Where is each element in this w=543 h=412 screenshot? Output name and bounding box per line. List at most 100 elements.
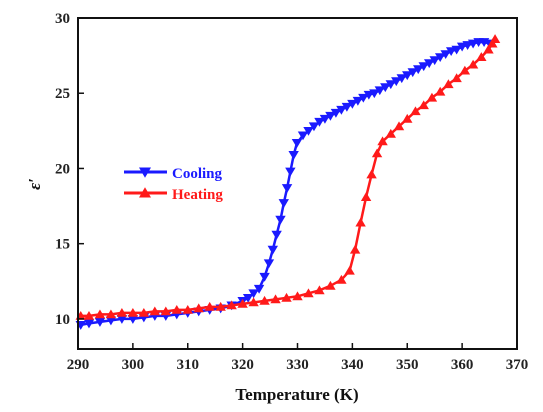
series-cooling-point bbox=[341, 102, 353, 112]
series-heating-point bbox=[336, 274, 347, 284]
x-tick-label: 290 bbox=[67, 357, 90, 373]
series-cooling-point bbox=[380, 83, 391, 93]
series-heating-point bbox=[476, 52, 487, 62]
plot-layer bbox=[75, 34, 501, 330]
series-cooling-point bbox=[94, 318, 106, 327]
series-heating-point bbox=[489, 34, 501, 43]
x-tick-label: 340 bbox=[341, 357, 364, 373]
series-heating-point bbox=[385, 128, 396, 138]
series-heating-point bbox=[443, 79, 454, 89]
series-heating-point bbox=[94, 309, 106, 319]
series-cooling-point bbox=[127, 315, 139, 324]
y-tick-label: 20 bbox=[55, 161, 70, 177]
x-axis-title: Temperature (K) bbox=[235, 385, 358, 404]
series-cooling-point bbox=[275, 215, 286, 225]
x-tick-label: 310 bbox=[177, 357, 200, 373]
series-cooling-point bbox=[242, 293, 254, 303]
series-cooling-point bbox=[413, 65, 424, 75]
series-heating-point bbox=[138, 307, 150, 317]
series-heating-point bbox=[360, 192, 372, 201]
series-heating-point bbox=[182, 304, 193, 314]
series-cooling-point bbox=[424, 59, 435, 69]
legend: Cooling Heating bbox=[124, 166, 223, 203]
series-heating-point bbox=[83, 310, 95, 320]
series-cooling-point bbox=[288, 151, 299, 160]
y-tick-label: 25 bbox=[55, 86, 70, 102]
series-heating-point bbox=[248, 297, 259, 307]
series-heating-point bbox=[204, 301, 215, 311]
y-tick-label: 30 bbox=[55, 11, 70, 27]
series-cooling-point bbox=[314, 117, 325, 127]
series-cooling-point bbox=[303, 126, 314, 136]
legend-heating-label: Heating bbox=[172, 187, 223, 203]
series-cooling-point bbox=[385, 80, 396, 90]
legend-cooling-label: Cooling bbox=[172, 166, 223, 182]
series-cooling-point bbox=[330, 108, 342, 118]
series-heating-point bbox=[377, 136, 388, 146]
series-cooling-point bbox=[267, 245, 279, 255]
series-cooling-point bbox=[352, 96, 364, 106]
series-cooling-point bbox=[440, 50, 451, 60]
series-cooling-point bbox=[83, 319, 95, 329]
series-heating-point bbox=[237, 298, 248, 308]
series-cooling-point bbox=[358, 93, 369, 103]
series-cooling-point bbox=[347, 99, 358, 109]
series-cooling-point bbox=[285, 167, 296, 177]
y-axis-title: ε′ bbox=[25, 178, 44, 190]
series-cooling-point bbox=[308, 122, 320, 132]
series-heating-point bbox=[171, 304, 182, 314]
series-cooling-point bbox=[281, 184, 293, 193]
series-heating-point bbox=[349, 244, 361, 254]
series-cooling-point bbox=[407, 68, 418, 78]
x-tick-label: 300 bbox=[122, 357, 145, 373]
series-cooling-point bbox=[248, 289, 259, 299]
series-cooling-line bbox=[80, 40, 490, 327]
series-heating-point bbox=[426, 92, 438, 102]
series-cooling-point bbox=[402, 71, 413, 81]
series-heating-point bbox=[483, 44, 494, 54]
legend-cooling-marker bbox=[139, 167, 151, 178]
series-cooling-point bbox=[429, 56, 440, 66]
series-cooling-point bbox=[253, 284, 265, 294]
ticks-layer: 290 300 310 320 330 340 350 360 370 10 15 20 25 30 bbox=[55, 11, 528, 373]
series-heating-point bbox=[281, 292, 292, 302]
series-heating-point bbox=[149, 306, 161, 316]
series-cooling-point bbox=[278, 199, 289, 208]
series-heating-point bbox=[314, 285, 325, 295]
y-tick-label: 15 bbox=[55, 237, 70, 253]
series-heating-point bbox=[303, 288, 314, 298]
series-cooling-point bbox=[391, 77, 402, 87]
series-heating-point bbox=[418, 100, 429, 110]
series-cooling-point bbox=[105, 316, 117, 326]
series-cooling-point bbox=[434, 53, 446, 63]
series-heating-point bbox=[105, 309, 117, 319]
series-cooling-point bbox=[297, 131, 309, 141]
x-tick-label: 350 bbox=[396, 357, 419, 373]
x-tick-label: 370 bbox=[506, 357, 529, 373]
series-heating-point bbox=[402, 113, 413, 123]
series-heating-point bbox=[487, 38, 498, 48]
series-heating-point bbox=[410, 106, 421, 116]
x-tick-label: 360 bbox=[451, 357, 474, 373]
series-cooling-point bbox=[451, 45, 462, 55]
series-heating-point bbox=[127, 307, 139, 317]
legend-heating-marker bbox=[139, 187, 151, 198]
x-tick-label: 330 bbox=[286, 357, 309, 373]
series-cooling-point bbox=[291, 138, 303, 148]
series-cooling-point bbox=[374, 86, 386, 96]
series-cooling-point bbox=[319, 114, 331, 124]
series-heating-point bbox=[193, 303, 204, 313]
series-heating-point bbox=[434, 86, 446, 96]
series-heating-point bbox=[344, 265, 355, 275]
series-cooling-point bbox=[418, 62, 429, 72]
x-tick-label: 320 bbox=[231, 357, 254, 373]
series-heating-line bbox=[80, 38, 497, 318]
series-heating-point bbox=[116, 307, 128, 317]
series-cooling-point bbox=[271, 230, 282, 240]
series-heating-point bbox=[371, 148, 383, 158]
series-cooling-point bbox=[259, 272, 270, 282]
series-heating-point bbox=[215, 301, 226, 311]
series-heating-point bbox=[292, 291, 303, 301]
series-heating-point bbox=[259, 295, 270, 305]
